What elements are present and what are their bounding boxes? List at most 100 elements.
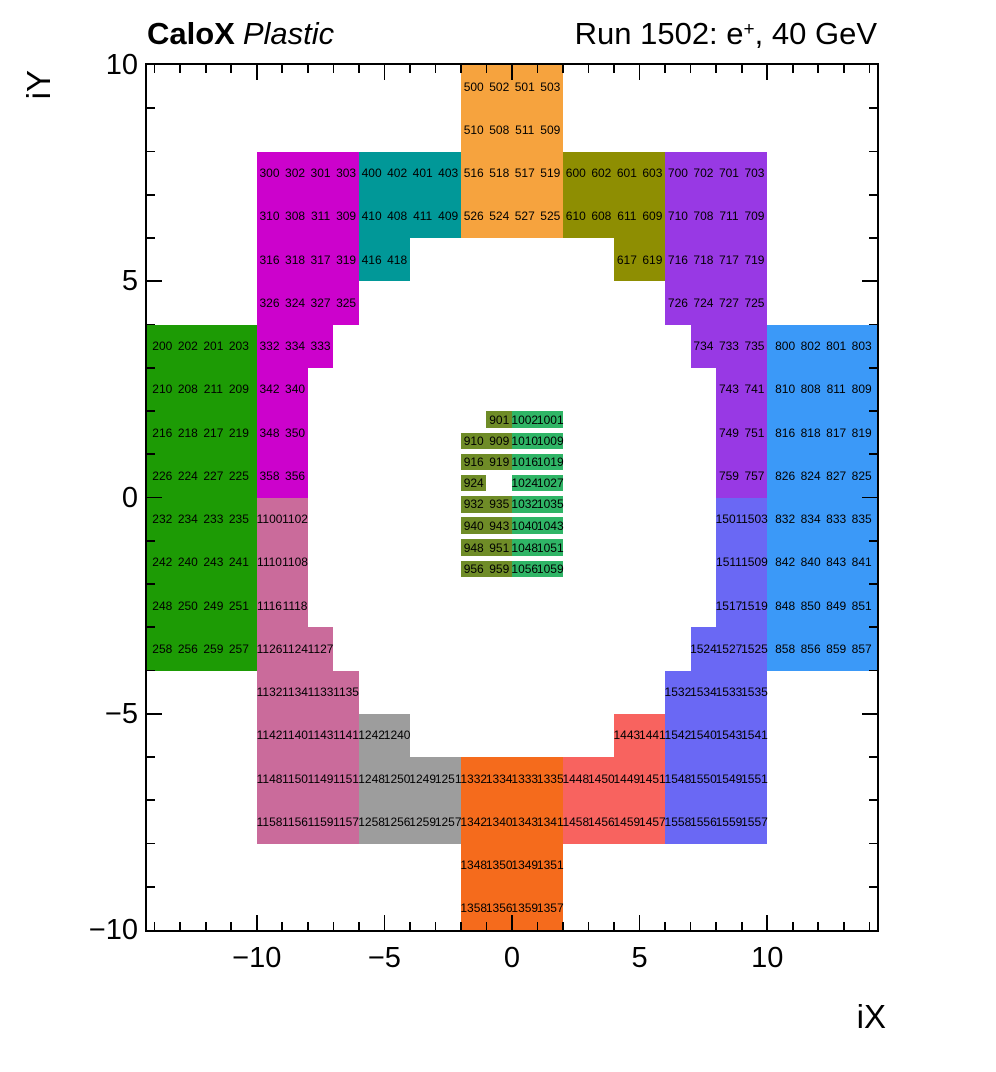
channel-label: 1048 [511,540,539,555]
tick-mark [843,922,845,930]
channel-label: 350 [285,425,306,440]
channel-label: 333 [310,339,331,354]
x-axis-title: iX [856,998,886,1035]
channel-label: 1533 [715,685,743,700]
channel-label: 1517 [715,598,743,613]
channel-label: 1032 [511,497,539,512]
channel-label: 358 [259,468,280,483]
tick-mark [147,799,155,802]
channel-label: 511 [515,122,535,137]
tick-mark [147,323,155,326]
tick-mark [147,366,155,369]
region-green-1000 [512,411,564,428]
tick-mark [869,583,877,585]
channel-label: 1350 [485,858,513,873]
region-periwinkle-1500 [690,627,768,671]
channel-label: 348 [259,425,280,440]
tick-mark [868,65,871,73]
channel-label: 318 [285,252,306,267]
y-tick-label: 10 [105,49,138,81]
channel-label: 1340 [485,814,513,829]
tick-mark [869,453,877,456]
tick-mark [869,756,877,758]
tick-mark [147,842,155,845]
channel-label: 241 [228,555,249,570]
channel-label: 1043 [536,518,564,533]
channel-label: 1051 [536,540,564,555]
channel-label: 1242 [358,728,385,743]
channel-label: 610 [565,209,586,224]
tick-mark [147,539,155,542]
channel-label: 801 [826,339,847,354]
tick-mark [460,922,462,930]
channel-label: 1349 [511,858,539,873]
tick-mark [869,323,877,326]
channel-label: 1027 [536,476,564,491]
channel-label: 910 [463,434,484,449]
channel-label: 259 [203,641,224,656]
channel-label: 1558 [664,814,692,829]
region-periwinkle-1500 [716,497,768,628]
tick-mark [255,65,258,80]
tick-mark [179,922,181,930]
channel-label: 1534 [690,685,717,700]
channel-label: 718 [693,252,714,267]
tick-mark [613,922,615,930]
channel-label: 709 [744,209,765,224]
tick-mark [715,922,717,930]
region-gray-1200 [358,713,410,757]
tick-mark [409,65,411,73]
region-pink-1100 [256,497,308,628]
tick-mark [869,842,877,845]
channel-label: 716 [667,252,688,267]
region-olive-600 [614,238,666,282]
y-tick-label: −5 [104,697,138,730]
channel-label: 1124 [282,641,308,656]
tick-mark [383,915,386,930]
tick-mark [147,626,155,629]
channel-label: 1541 [741,728,768,743]
region-olivegreen-900 [460,433,512,450]
tick-mark [869,539,877,542]
tick-mark [147,669,155,672]
region-red-1400 [563,757,666,844]
experiment-name: CaloX [147,16,235,51]
channel-label: 248 [152,598,173,613]
channel-label: 1357 [536,901,564,916]
channel-label: 1256 [383,814,411,829]
channel-label: 600 [565,166,586,181]
channel-label: 519 [540,166,561,181]
channel-label: 1110 [257,555,282,570]
channel-label: 843 [826,555,847,570]
channel-label: 703 [744,166,765,181]
channel-label: 1343 [511,814,539,829]
channel-label: 225 [228,468,249,483]
channel-label: 1457 [639,814,666,829]
tick-mark [230,922,233,930]
tick-mark [255,915,258,930]
region-pink-1100 [256,627,334,671]
channel-label: 408 [387,209,408,224]
channel-label: 948 [463,540,484,555]
region-orange-1300 [460,757,564,930]
tick-mark [562,65,564,73]
tick-mark [689,922,692,930]
region-olivegreen-900 [460,496,512,513]
channel-label: 527 [514,209,535,224]
tick-mark [511,65,513,80]
region-gray-1200 [358,757,461,844]
channel-label: 935 [489,497,510,512]
channel-label: 833 [826,512,847,527]
tick-mark [587,922,590,930]
channel-label: 256 [177,641,198,656]
x-tick-label: 10 [751,942,784,974]
channel-label: 808 [800,382,821,397]
channel-label: 1010 [511,434,539,449]
channel-label: 1542 [664,728,692,743]
channel-label: 525 [540,209,561,224]
channel-label: 1441 [639,728,666,743]
channel-label: 824 [800,468,821,483]
channel-label: 825 [851,468,872,483]
channel-label: 1148 [256,771,283,786]
channel-label: 834 [800,512,821,527]
